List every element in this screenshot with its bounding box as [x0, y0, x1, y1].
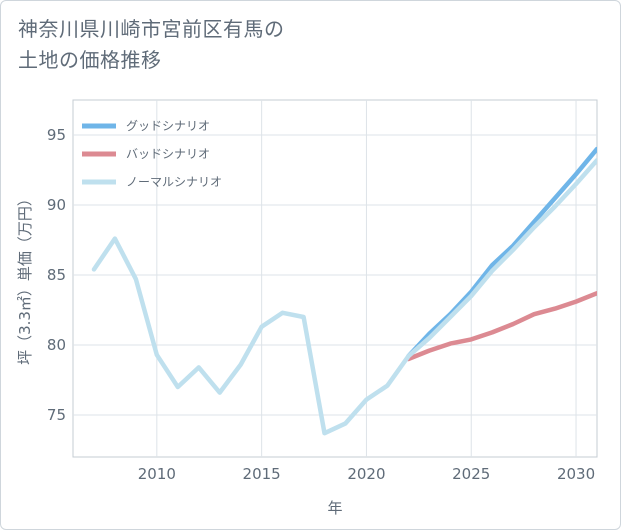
legend-label: ノーマルシナリオ	[126, 175, 222, 189]
axis-ticks: 2010 2015 2020 2025 2030 75 80 85 90 95	[47, 126, 595, 483]
y-tick-label: 95	[47, 126, 66, 144]
x-tick-label: 2020	[347, 465, 385, 483]
y-axis-label: 坪（3.3㎡）単価（万円）	[16, 191, 34, 365]
series-line-normal	[91, 157, 597, 436]
series-lines	[91, 146, 597, 436]
series-line-good	[406, 146, 597, 359]
x-tick-label: 2010	[138, 465, 176, 483]
legend-label: バッドシナリオ	[126, 147, 210, 161]
y-tick-label: 85	[47, 266, 66, 284]
legend-label: グッドシナリオ	[126, 119, 210, 133]
chart-title: 神奈川県川崎市宮前区有馬の 土地の価格推移	[18, 17, 285, 72]
x-axis-label: 年	[327, 499, 342, 517]
x-tick-label: 2015	[243, 465, 281, 483]
series-line-bad	[406, 290, 597, 362]
plot-area	[72, 99, 598, 458]
x-tick-label: 2025	[452, 465, 490, 483]
x-tick-label: 2030	[557, 465, 595, 483]
y-tick-label: 90	[47, 196, 66, 214]
y-tick-label: 80	[47, 336, 66, 354]
y-tick-label: 75	[47, 406, 66, 424]
